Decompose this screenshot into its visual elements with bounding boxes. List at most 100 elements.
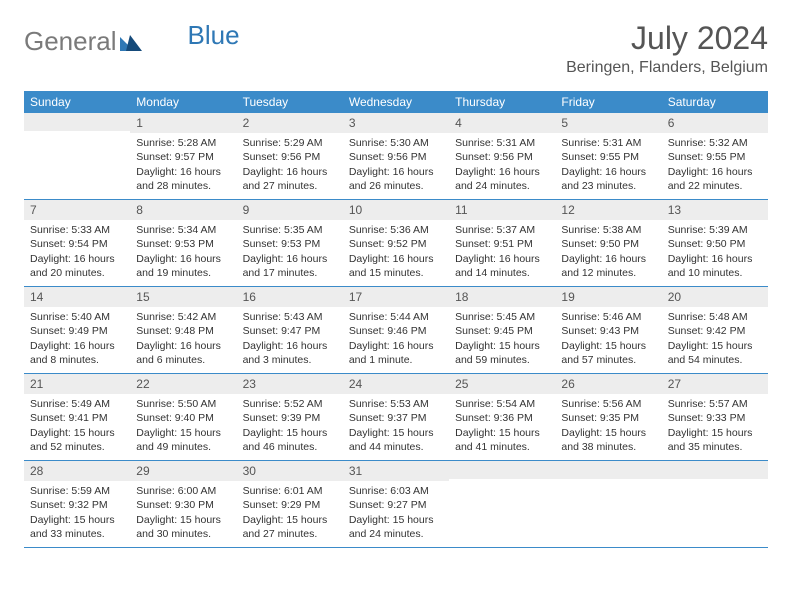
day-body (24, 131, 130, 140)
logo-word2: Blue (188, 20, 240, 51)
day-body: Sunrise: 5:39 AMSunset: 9:50 PMDaylight:… (662, 220, 768, 286)
day-sunset: Sunset: 9:35 PM (561, 411, 655, 425)
day-body: Sunrise: 5:45 AMSunset: 9:45 PMDaylight:… (449, 307, 555, 373)
day-daylight1: Daylight: 16 hours (455, 252, 549, 266)
day-sunrise: Sunrise: 5:42 AM (136, 310, 230, 324)
day-cell: 8Sunrise: 5:34 AMSunset: 9:53 PMDaylight… (130, 200, 236, 286)
day-number: 7 (24, 200, 130, 220)
day-body (662, 479, 768, 488)
day-sunrise: Sunrise: 5:38 AM (561, 223, 655, 237)
day-body: Sunrise: 5:44 AMSunset: 9:46 PMDaylight:… (343, 307, 449, 373)
day-daylight1: Daylight: 16 hours (136, 165, 230, 179)
day-number: 9 (237, 200, 343, 220)
day-sunset: Sunset: 9:29 PM (243, 498, 337, 512)
day-cell (24, 113, 130, 199)
day-cell: 10Sunrise: 5:36 AMSunset: 9:52 PMDayligh… (343, 200, 449, 286)
day-body: Sunrise: 5:38 AMSunset: 9:50 PMDaylight:… (555, 220, 661, 286)
day-sunrise: Sunrise: 5:32 AM (668, 136, 762, 150)
day-daylight2: and 30 minutes. (136, 527, 230, 541)
day-daylight2: and 3 minutes. (243, 353, 337, 367)
day-number: 18 (449, 287, 555, 307)
day-daylight2: and 12 minutes. (561, 266, 655, 280)
day-number: 6 (662, 113, 768, 133)
day-daylight2: and 49 minutes. (136, 440, 230, 454)
week-row: 21Sunrise: 5:49 AMSunset: 9:41 PMDayligh… (24, 374, 768, 461)
day-sunrise: Sunrise: 5:57 AM (668, 397, 762, 411)
day-cell (662, 461, 768, 547)
day-body: Sunrise: 5:29 AMSunset: 9:56 PMDaylight:… (237, 133, 343, 199)
day-sunrise: Sunrise: 6:03 AM (349, 484, 443, 498)
dow-thursday: Thursday (449, 91, 555, 113)
day-sunset: Sunset: 9:53 PM (243, 237, 337, 251)
day-sunrise: Sunrise: 6:01 AM (243, 484, 337, 498)
day-sunrise: Sunrise: 5:35 AM (243, 223, 337, 237)
day-body: Sunrise: 5:46 AMSunset: 9:43 PMDaylight:… (555, 307, 661, 373)
day-body: Sunrise: 5:57 AMSunset: 9:33 PMDaylight:… (662, 394, 768, 460)
day-sunset: Sunset: 9:53 PM (136, 237, 230, 251)
day-sunrise: Sunrise: 5:31 AM (455, 136, 549, 150)
day-sunrise: Sunrise: 5:43 AM (243, 310, 337, 324)
day-daylight1: Daylight: 16 hours (243, 165, 337, 179)
day-sunset: Sunset: 9:49 PM (30, 324, 124, 338)
day-number: 1 (130, 113, 236, 133)
day-daylight1: Daylight: 15 hours (455, 339, 549, 353)
day-number: 25 (449, 374, 555, 394)
day-daylight2: and 38 minutes. (561, 440, 655, 454)
day-cell: 24Sunrise: 5:53 AMSunset: 9:37 PMDayligh… (343, 374, 449, 460)
day-body: Sunrise: 5:30 AMSunset: 9:56 PMDaylight:… (343, 133, 449, 199)
day-body: Sunrise: 5:54 AMSunset: 9:36 PMDaylight:… (449, 394, 555, 460)
day-number: 30 (237, 461, 343, 481)
day-number: 22 (130, 374, 236, 394)
dow-tuesday: Tuesday (237, 91, 343, 113)
day-cell: 23Sunrise: 5:52 AMSunset: 9:39 PMDayligh… (237, 374, 343, 460)
day-sunset: Sunset: 9:36 PM (455, 411, 549, 425)
day-sunrise: Sunrise: 5:49 AM (30, 397, 124, 411)
day-daylight1: Daylight: 15 hours (243, 426, 337, 440)
day-daylight1: Daylight: 15 hours (455, 426, 549, 440)
day-sunset: Sunset: 9:57 PM (136, 150, 230, 164)
day-daylight2: and 24 minutes. (455, 179, 549, 193)
day-sunset: Sunset: 9:50 PM (561, 237, 655, 251)
dow-saturday: Saturday (662, 91, 768, 113)
day-sunrise: Sunrise: 5:29 AM (243, 136, 337, 150)
day-sunrise: Sunrise: 5:30 AM (349, 136, 443, 150)
day-cell: 6Sunrise: 5:32 AMSunset: 9:55 PMDaylight… (662, 113, 768, 199)
day-body: Sunrise: 5:37 AMSunset: 9:51 PMDaylight:… (449, 220, 555, 286)
day-sunset: Sunset: 9:56 PM (349, 150, 443, 164)
day-number: 10 (343, 200, 449, 220)
calendar: Sunday Monday Tuesday Wednesday Thursday… (24, 91, 768, 548)
day-cell: 14Sunrise: 5:40 AMSunset: 9:49 PMDayligh… (24, 287, 130, 373)
day-cell: 17Sunrise: 5:44 AMSunset: 9:46 PMDayligh… (343, 287, 449, 373)
week-row: 7Sunrise: 5:33 AMSunset: 9:54 PMDaylight… (24, 200, 768, 287)
day-body: Sunrise: 5:52 AMSunset: 9:39 PMDaylight:… (237, 394, 343, 460)
day-daylight1: Daylight: 16 hours (668, 165, 762, 179)
title-block: July 2024 Beringen, Flanders, Belgium (566, 20, 768, 81)
day-daylight1: Daylight: 15 hours (668, 339, 762, 353)
day-cell: 21Sunrise: 5:49 AMSunset: 9:41 PMDayligh… (24, 374, 130, 460)
location-text: Beringen, Flanders, Belgium (566, 59, 768, 77)
day-sunset: Sunset: 9:47 PM (243, 324, 337, 338)
day-daylight1: Daylight: 15 hours (349, 513, 443, 527)
day-number: 14 (24, 287, 130, 307)
day-daylight1: Daylight: 16 hours (136, 252, 230, 266)
day-daylight1: Daylight: 16 hours (30, 339, 124, 353)
day-cell: 19Sunrise: 5:46 AMSunset: 9:43 PMDayligh… (555, 287, 661, 373)
day-body: Sunrise: 5:42 AMSunset: 9:48 PMDaylight:… (130, 307, 236, 373)
day-body: Sunrise: 5:31 AMSunset: 9:55 PMDaylight:… (555, 133, 661, 199)
day-daylight1: Daylight: 15 hours (30, 426, 124, 440)
day-daylight2: and 57 minutes. (561, 353, 655, 367)
logo-word1: General (24, 26, 117, 57)
day-sunset: Sunset: 9:55 PM (561, 150, 655, 164)
day-daylight2: and 20 minutes. (30, 266, 124, 280)
day-sunrise: Sunrise: 5:53 AM (349, 397, 443, 411)
day-daylight1: Daylight: 16 hours (349, 252, 443, 266)
day-sunset: Sunset: 9:37 PM (349, 411, 443, 425)
day-daylight2: and 54 minutes. (668, 353, 762, 367)
day-daylight1: Daylight: 16 hours (561, 252, 655, 266)
day-number: 16 (237, 287, 343, 307)
day-daylight2: and 44 minutes. (349, 440, 443, 454)
day-body: Sunrise: 5:59 AMSunset: 9:32 PMDaylight:… (24, 481, 130, 547)
day-daylight1: Daylight: 16 hours (243, 252, 337, 266)
day-body: Sunrise: 5:50 AMSunset: 9:40 PMDaylight:… (130, 394, 236, 460)
day-sunset: Sunset: 9:30 PM (136, 498, 230, 512)
